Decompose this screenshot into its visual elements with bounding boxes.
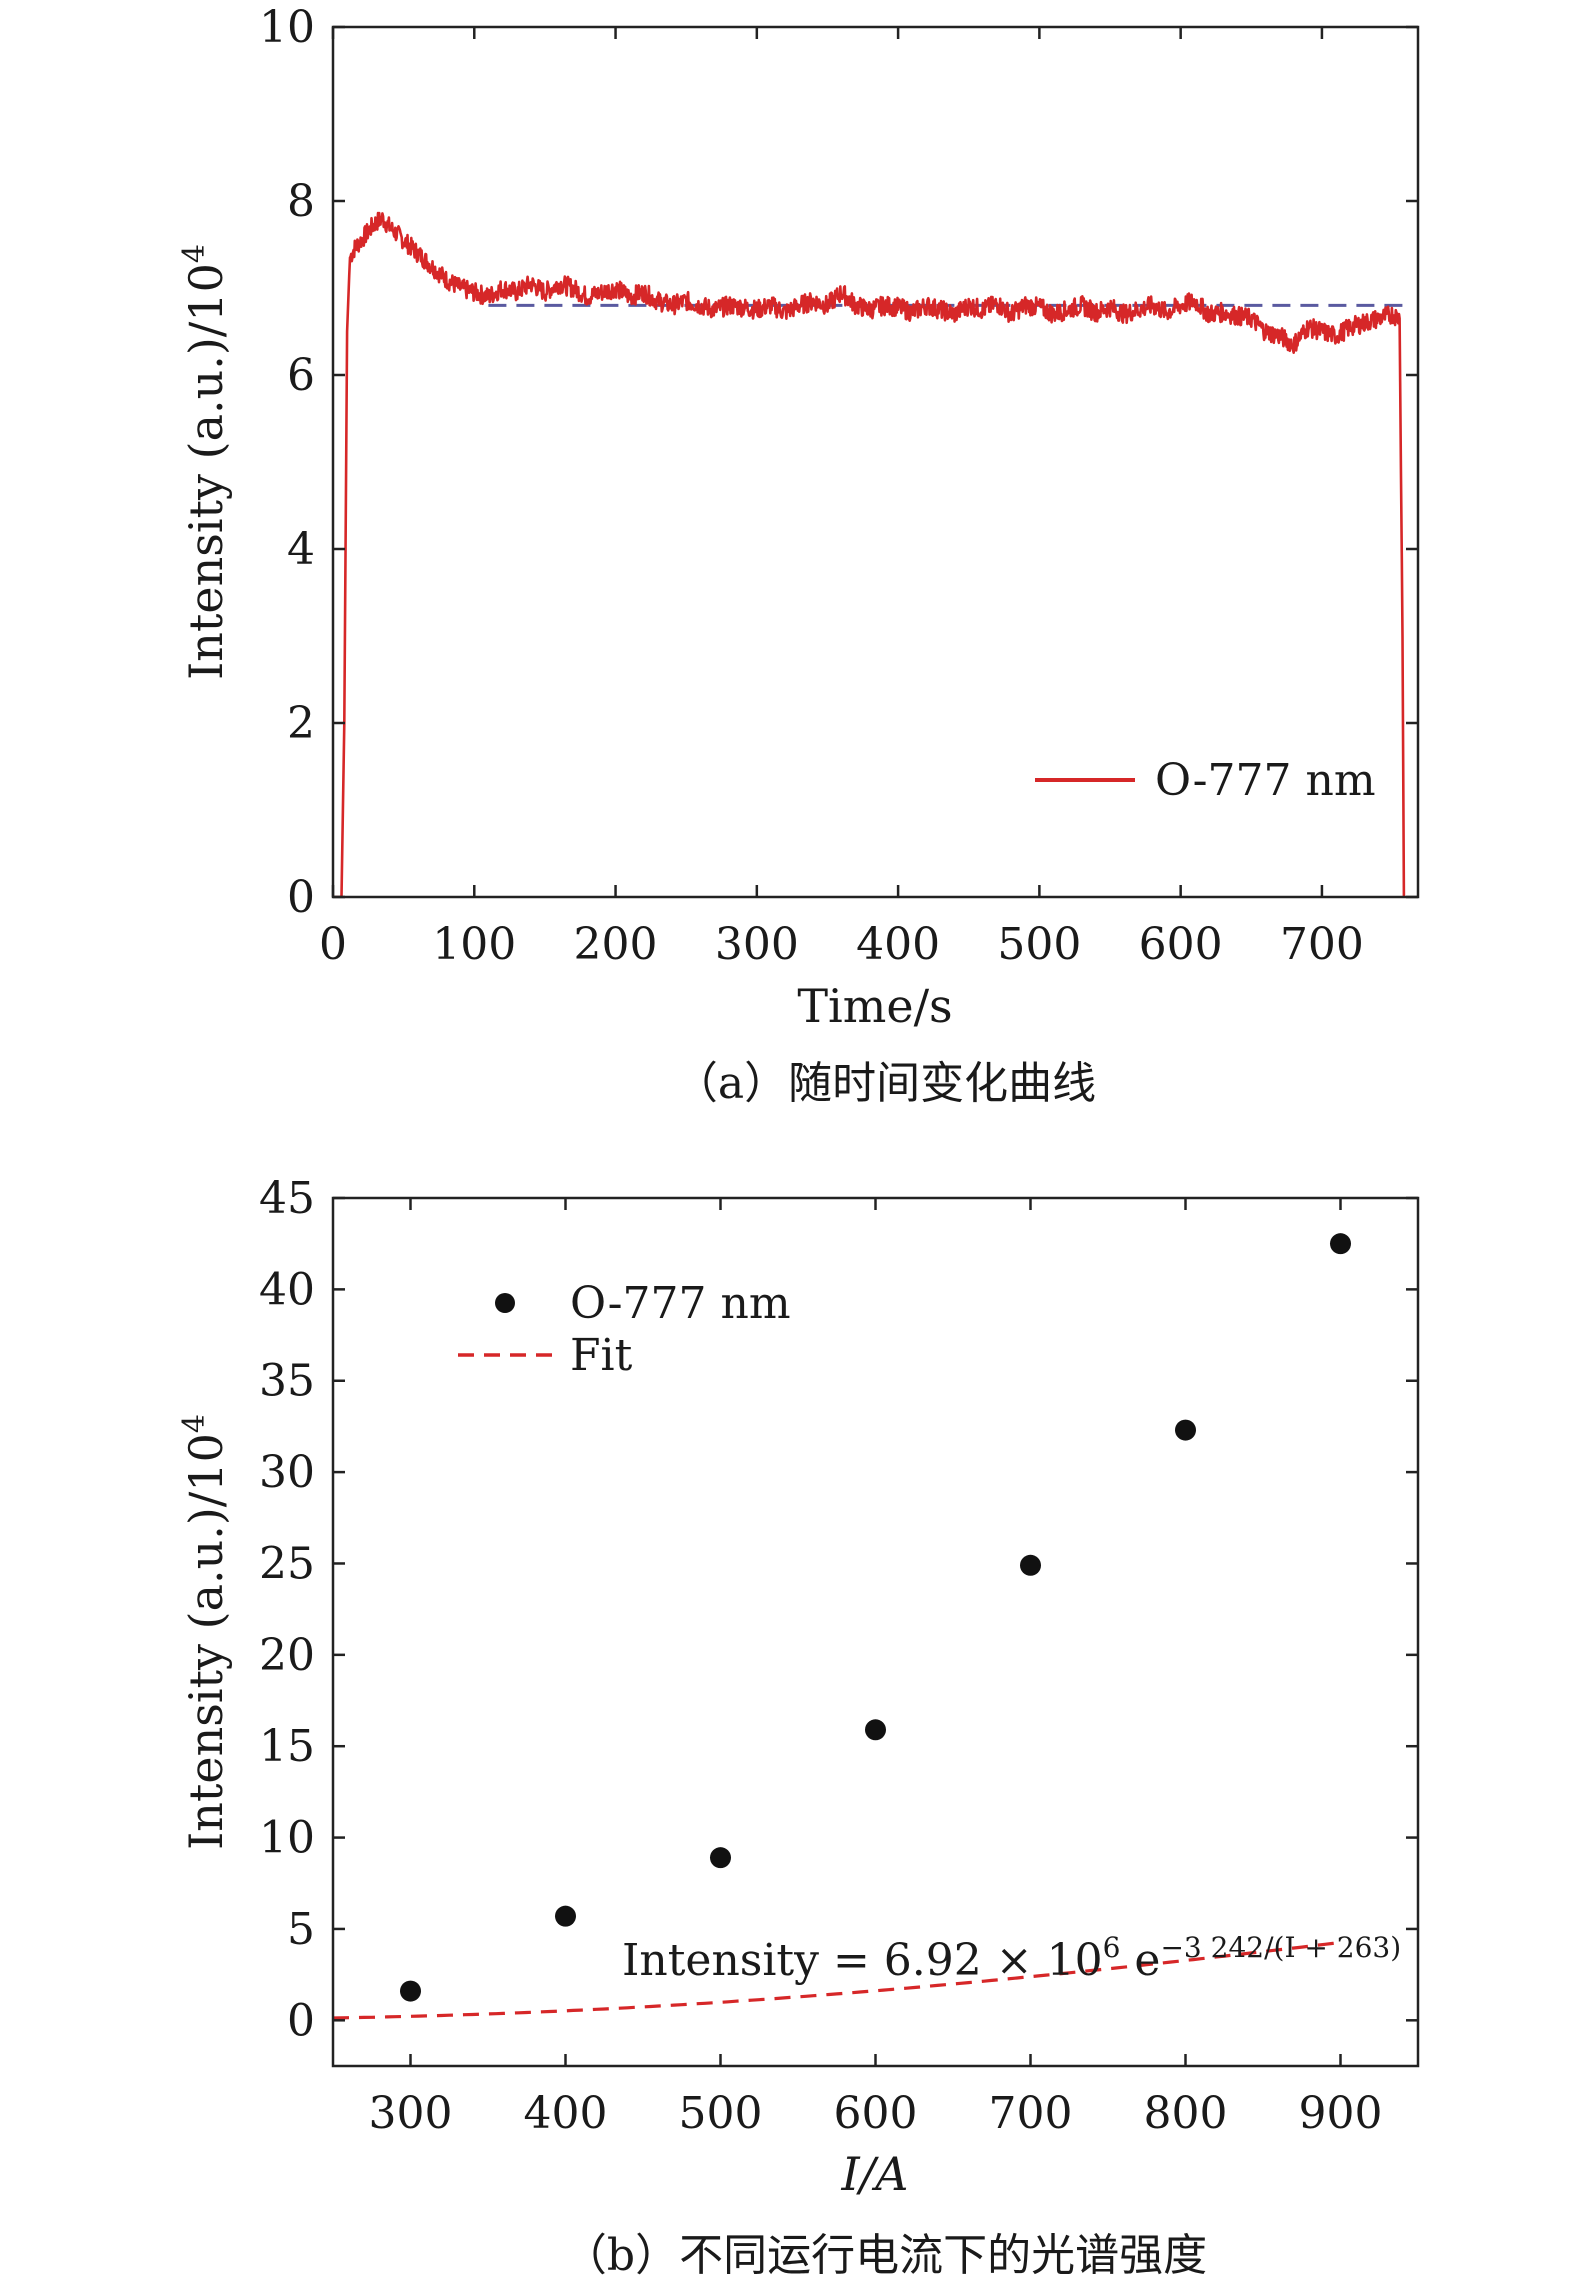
chart-b-legend: O-777 nm Fit [458, 1278, 791, 1381]
chart-a: 0 100 200 300 400 500 600 700 0 2 4 6 8 10 Time/s Int… [177, 2, 1420, 1109]
chart-a-xtick-label: 500 [997, 919, 1081, 970]
chart-b-ylabel-superscript: 4 [177, 1414, 212, 1433]
chart-a-legend: O-777 nm [1035, 755, 1376, 806]
chart-a-ytick-label: 6 [287, 350, 315, 401]
chart-b-data-point [1020, 1554, 1041, 1576]
chart-a-ytick-label: 4 [287, 524, 315, 575]
chart-b-fit-equation: Intensity = 6.92 × 106 e−3 242/(I + 263) [622, 1931, 1401, 1986]
chart-a-ytick-label: 8 [287, 176, 315, 227]
chart-a-xtick-label: 0 [319, 919, 347, 970]
chart-b-tick-labels: 300 400 500 600 700 800 900 0 5 10 15 20 25 30 35 40 45 [259, 1173, 1382, 2139]
chart-b: 300 400 500 600 700 800 900051015202530354045 … [177, 1173, 1420, 2279]
chart-b-ytick-label: 40 [259, 1264, 315, 1315]
chart-b-ticks [333, 1196, 1418, 2066]
chart-a-legend-label: O-777 nm [1155, 755, 1376, 806]
chart-a-xtick-label: 200 [574, 919, 658, 970]
chart-b-legend-points-label: O-777 nm [570, 1278, 791, 1329]
chart-a-xtick-label: 700 [1280, 919, 1364, 970]
chart-b-ytick-label: 35 [259, 1356, 315, 1407]
chart-b-ytick-label: 0 [287, 1995, 315, 2046]
chart-b-data-point [865, 1719, 886, 1741]
chart-a-ytick-label: 10 [259, 2, 315, 53]
chart-a-xlabel: Time/s [797, 979, 952, 1033]
chart-b-data-point [710, 1847, 731, 1869]
chart-b-xtick-label: 300 [369, 2088, 453, 2139]
chart-a-plot-area [331, 25, 1420, 899]
chart-b-legend-fit-label: Fit [570, 1330, 633, 1381]
chart-b-data-point [1330, 1233, 1351, 1255]
chart-b-xtick-label: 600 [834, 2088, 918, 2139]
chart-a-caption: （a）随时间变化曲线 [674, 1058, 1096, 1109]
chart-b-legend-point-marker [495, 1293, 515, 1313]
chart-a-xtick-label: 600 [1139, 919, 1223, 970]
chart-a-xtick-label: 400 [856, 919, 940, 970]
chart-b-ytick-label: 15 [259, 1721, 315, 1772]
chart-a-ytick-label: 2 [287, 698, 315, 749]
chart-a-tick-labels: 0 100 200 300 400 500 600 700 0 2 4 6 8 10 [259, 2, 1364, 970]
chart-b-xtick-label: 400 [524, 2088, 608, 2139]
chart-a-ylabel: Intensity (a.u.)/104 [177, 244, 233, 680]
chart-b-ylabel: Intensity (a.u.)/104 [177, 1414, 233, 1850]
chart-b-caption: （b）不同运行电流下的光谱强度 [563, 2230, 1207, 2279]
chart-a-frame [331, 25, 1420, 899]
chart-a-xtick-label: 100 [432, 919, 516, 970]
chart-b-fit-curve [333, 1940, 1341, 2020]
chart-a-series-o777 [333, 211, 1406, 897]
chart-b-ytick-label: 5 [287, 1904, 315, 1955]
chart-b-xlabel: I/A [841, 2147, 909, 2201]
chart-b-data-point [555, 1905, 576, 1927]
chart-b-ytick-label: 10 [259, 1813, 315, 1864]
chart-b-xtick-label: 900 [1299, 2088, 1383, 2139]
chart-b-ytick-label: 30 [259, 1447, 315, 1498]
chart-b-ytick-label: 20 [259, 1630, 315, 1681]
chart-a-xtick-label: 300 [715, 919, 799, 970]
chart-b-xtick-label: 700 [989, 2088, 1073, 2139]
chart-b-ytick-label: 25 [259, 1538, 315, 1589]
chart-a-ticks [331, 25, 1418, 899]
chart-a-ylabel-superscript: 4 [177, 244, 212, 263]
chart-b-data-point [400, 1980, 421, 2002]
chart-b-xtick-label: 500 [679, 2088, 763, 2139]
chart-b-ytick-label: 45 [259, 1173, 315, 1224]
chart-b-data-point [1175, 1419, 1196, 1441]
chart-b-xtick-label: 800 [1144, 2088, 1228, 2139]
chart-a-ytick-label: 0 [287, 872, 315, 923]
